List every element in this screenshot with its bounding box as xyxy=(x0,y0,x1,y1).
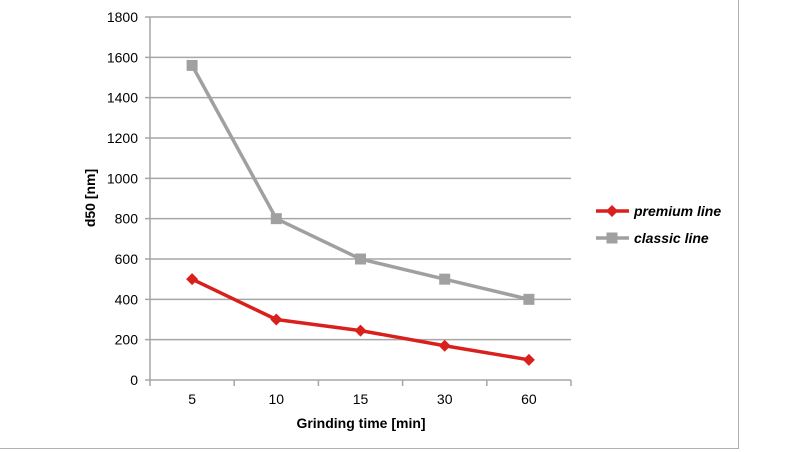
x-tick-label: 15 xyxy=(353,391,369,407)
diamond-marker xyxy=(606,205,618,217)
y-tick-label: 1000 xyxy=(107,170,138,186)
y-tick-label: 200 xyxy=(115,332,139,348)
y-tick-label: 0 xyxy=(130,372,138,388)
diamond-marker xyxy=(270,313,283,326)
square-marker xyxy=(270,213,282,225)
y-tick-label: 1200 xyxy=(107,130,138,146)
chart-frame xyxy=(0,0,739,449)
x-axis-label: Grinding time [min] xyxy=(296,415,425,431)
diamond-marker xyxy=(354,324,367,337)
square-marker xyxy=(606,232,618,244)
y-axis-label: d50 [nm] xyxy=(82,169,98,227)
x-tick-label: 5 xyxy=(188,391,196,407)
diamond-marker xyxy=(186,273,199,286)
diamond-marker xyxy=(522,353,535,366)
x-tick-label: 10 xyxy=(269,391,285,407)
y-tick-label: 1400 xyxy=(107,90,138,106)
y-tick-label: 1600 xyxy=(107,49,138,65)
legend-label: classic line xyxy=(634,230,709,246)
square-marker xyxy=(523,293,535,305)
series-line-premium-line xyxy=(191,277,530,362)
square-marker xyxy=(186,59,198,71)
y-tick-label: 1800 xyxy=(107,9,138,25)
y-tick-label: 600 xyxy=(115,251,139,267)
y-tick-label: 800 xyxy=(115,211,139,227)
y-tick-label: 400 xyxy=(115,291,139,307)
square-marker xyxy=(439,273,451,285)
x-tick-label: 60 xyxy=(521,391,537,407)
x-tick-label: 30 xyxy=(437,391,453,407)
diamond-marker xyxy=(438,339,451,352)
square-marker xyxy=(355,253,366,265)
legend-label: premium line xyxy=(633,203,721,219)
